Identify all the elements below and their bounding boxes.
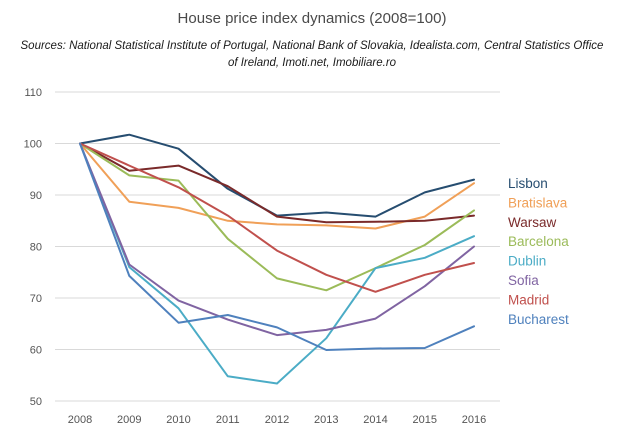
y-tick-label: 50 (30, 396, 42, 408)
x-tick-label: 2016 (462, 414, 486, 426)
x-tick-label: 2015 (413, 414, 437, 426)
y-tick-label: 110 (24, 87, 42, 99)
legend-item-lisbon: Lisbon (508, 176, 548, 191)
legend-item-bucharest: Bucharest (508, 312, 569, 327)
series-lines (79, 133, 475, 385)
x-tick-label: 2012 (265, 414, 289, 426)
legend-item-sofia: Sofia (508, 273, 539, 288)
x-axis-ticks: 2008 2009 2010 2011 2012 2013 2014 2015 2016 (68, 414, 486, 426)
legend-item-warsaw: Warsaw (508, 215, 557, 230)
series-line-warsaw (79, 142, 475, 224)
series-line-barcelona (79, 142, 475, 292)
chart-title: House price index dynamics (2008=100) (177, 10, 447, 27)
x-tick-label: 2011 (216, 414, 240, 426)
x-tick-label: 2009 (117, 414, 141, 426)
x-tick-label: 2014 (363, 414, 387, 426)
series-line-madrid (79, 142, 475, 293)
x-tick-label: 2010 (166, 414, 190, 426)
legend-item-barcelona: Barcelona (508, 234, 569, 249)
y-tick-label: 80 (30, 242, 42, 254)
legend-item-dublin: Dublin (508, 254, 546, 269)
y-tick-label: 100 (24, 139, 42, 151)
x-tick-label: 2013 (314, 414, 338, 426)
legend: Lisbon Bratislava Warsaw Barcelona Dublin Sof… (508, 176, 569, 327)
x-tick-label: 2008 (68, 414, 92, 426)
legend-item-madrid: Madrid (508, 292, 549, 307)
y-tick-label: 90 (30, 190, 42, 202)
legend-item-bratislava: Bratislava (508, 195, 568, 210)
series-line-sofia (79, 142, 475, 337)
y-axis-ticks: 50 60 70 80 90 100 110 (24, 87, 42, 408)
series-line-dublin (79, 142, 475, 385)
y-tick-label: 60 (30, 345, 42, 357)
y-tick-label: 70 (30, 293, 42, 305)
chart-subtitle: Sources: National Statistical Institute … (20, 40, 604, 69)
series-line-bucharest (79, 142, 475, 351)
gridlines (55, 91, 500, 402)
